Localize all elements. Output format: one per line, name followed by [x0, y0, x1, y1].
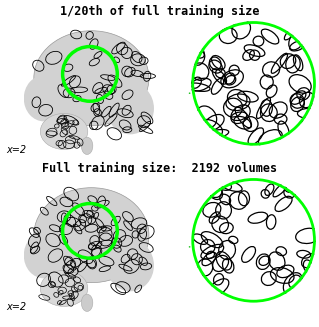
Text: Full training size:  2192 volumes: Full training size: 2192 volumes	[42, 162, 277, 175]
Ellipse shape	[107, 239, 154, 291]
Ellipse shape	[34, 188, 149, 283]
Text: x=2: x=2	[6, 145, 26, 155]
Ellipse shape	[24, 232, 64, 278]
Ellipse shape	[40, 113, 88, 149]
Ellipse shape	[81, 137, 93, 154]
Ellipse shape	[40, 270, 88, 306]
Text: 1/20th of full training size: 1/20th of full training size	[60, 5, 259, 18]
Text: x=2: x=2	[6, 302, 26, 312]
Ellipse shape	[24, 75, 64, 121]
Ellipse shape	[81, 294, 93, 311]
Ellipse shape	[107, 82, 154, 134]
Ellipse shape	[34, 31, 149, 126]
